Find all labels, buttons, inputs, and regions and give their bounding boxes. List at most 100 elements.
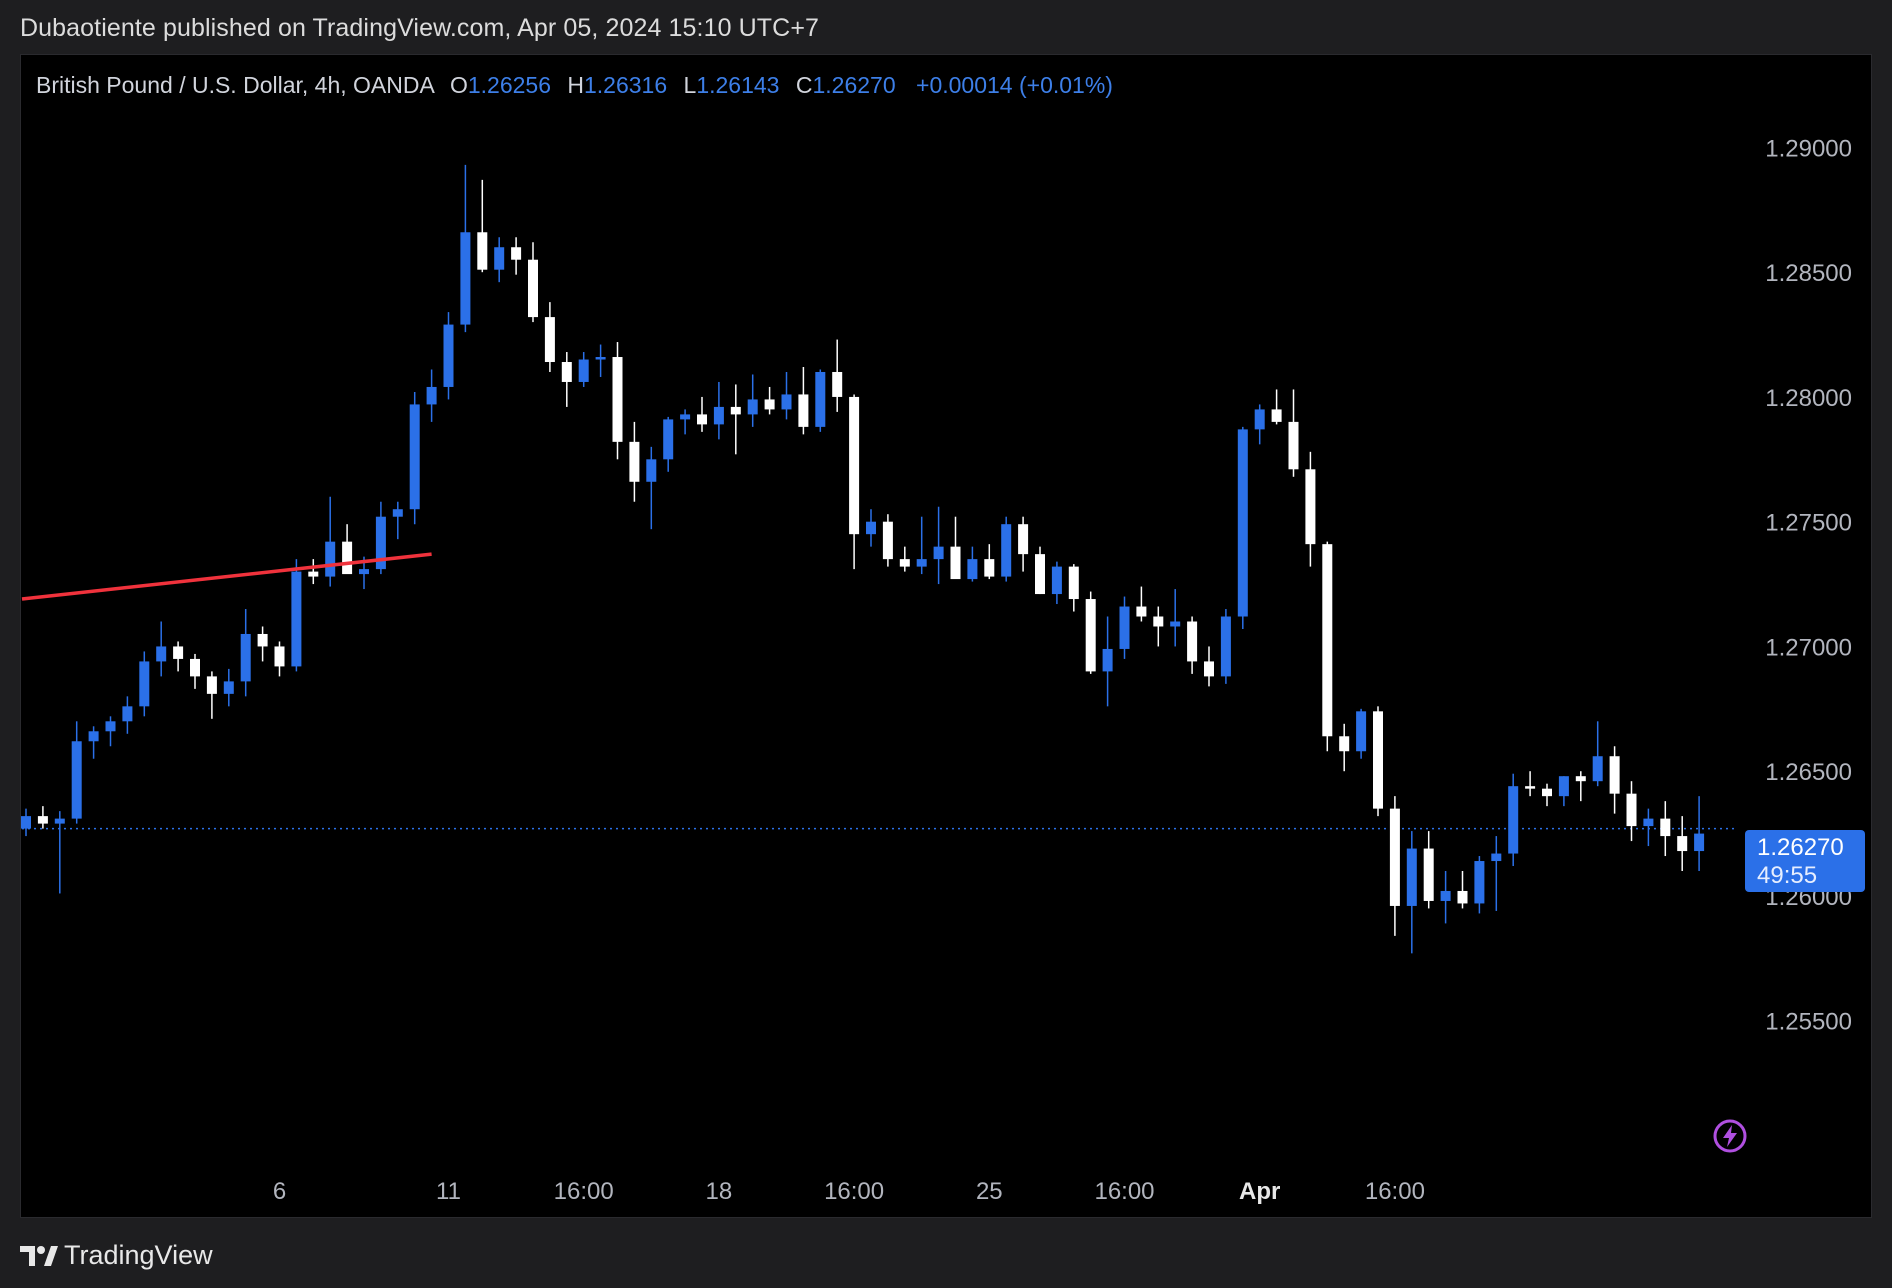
candle-body	[375, 516, 386, 570]
close-value: 1.26270	[812, 72, 896, 98]
candle-body	[950, 546, 961, 580]
candle-body	[629, 441, 640, 482]
candle-body	[1474, 861, 1485, 904]
symbol-name[interactable]: British Pound / U.S. Dollar, 4h, OANDA	[36, 72, 434, 98]
y-axis-tick-label: 1.29000	[1765, 135, 1852, 162]
candle-body	[1035, 554, 1045, 595]
candle-body	[511, 247, 522, 260]
candle-body	[1119, 606, 1130, 649]
trendline	[21, 552, 432, 601]
candle-body	[866, 521, 876, 535]
x-axis-tick-label: 16:00	[824, 1178, 884, 1205]
candle-body	[1220, 616, 1231, 677]
candle-body	[1457, 890, 1468, 904]
candle-body	[71, 741, 82, 819]
open-label: O	[449, 72, 468, 98]
candle-body	[680, 414, 691, 420]
candle-body	[1068, 566, 1079, 600]
candle-body	[1592, 756, 1603, 782]
candle-body	[1491, 853, 1502, 862]
candle-body	[1102, 648, 1113, 672]
candle-body	[1271, 409, 1282, 422]
x-axis-tick-label: 25	[976, 1178, 1003, 1205]
current-price-badge: 1.26270 49:55	[1745, 830, 1865, 892]
candle-body	[1085, 599, 1096, 672]
high-value: 1.26316	[584, 72, 668, 98]
candle-body	[798, 394, 809, 427]
candle-body	[105, 721, 116, 732]
candle-body	[1254, 409, 1265, 430]
candle-body	[460, 232, 471, 325]
candle-body	[528, 259, 538, 318]
y-axis-tick-label: 1.25500	[1765, 1009, 1852, 1036]
candle-body	[1153, 616, 1164, 627]
candle-body	[1423, 848, 1434, 901]
candle-body	[612, 357, 623, 442]
candle-body	[1440, 890, 1451, 901]
candle-body	[37, 816, 48, 824]
low-label: L	[683, 72, 697, 98]
candle-body	[1406, 848, 1417, 906]
y-axis-tick-label: 1.27000	[1765, 634, 1852, 661]
candle-body	[156, 646, 167, 662]
candle-body	[392, 509, 403, 517]
candle-body	[494, 247, 505, 270]
open-value: 1.26256	[467, 72, 551, 98]
candle-body	[240, 633, 251, 682]
candle-body	[21, 816, 31, 829]
candle-body	[967, 559, 978, 580]
x-axis-tick-label: 6	[273, 1178, 286, 1205]
candle-body	[1660, 818, 1671, 837]
x-axis-tick-label: 18	[706, 1178, 733, 1205]
candle-body	[1136, 606, 1147, 617]
x-axis-tick-label: 16:00	[1365, 1178, 1425, 1205]
candle-body	[1018, 524, 1029, 555]
candle-body	[173, 646, 184, 659]
candle-body	[1001, 524, 1012, 577]
candle-body	[781, 394, 792, 410]
candle-body	[1626, 793, 1637, 827]
candle-body	[443, 324, 454, 387]
tradingview-brand[interactable]: TradingView	[20, 1240, 213, 1271]
candle-body	[1389, 808, 1400, 906]
x-axis-tick-label: Apr	[1239, 1178, 1280, 1205]
candle-body	[122, 706, 133, 722]
candle-body	[257, 633, 268, 647]
candle-body	[190, 658, 200, 677]
lightning-bolt-icon[interactable]	[1712, 1118, 1748, 1154]
candle-body	[882, 521, 893, 560]
candle-body	[1237, 429, 1248, 617]
candle-body	[1339, 736, 1350, 752]
candle-body	[426, 386, 437, 405]
x-axis-tick-label: 16:00	[554, 1178, 614, 1205]
candle-body	[663, 419, 674, 460]
candle-body	[544, 317, 555, 363]
current-price-value: 1.26270	[1757, 834, 1844, 861]
candle-body	[1373, 711, 1383, 809]
candle-body	[1322, 544, 1333, 737]
candle-body	[933, 546, 944, 560]
candle-body	[206, 676, 217, 694]
y-axis-tick-label: 1.28500	[1765, 260, 1852, 287]
chart-panel[interactable]	[20, 54, 1872, 1218]
candle-body	[1677, 836, 1688, 852]
candle-body	[1694, 833, 1705, 852]
candle-body	[325, 541, 336, 577]
candle-body	[88, 731, 99, 742]
x-axis-tick-label: 16:00	[1094, 1178, 1154, 1205]
candle-body	[1305, 469, 1316, 545]
low-value: 1.26143	[696, 72, 780, 98]
y-axis-tick-label: 1.28000	[1765, 385, 1852, 412]
symbol-legend[interactable]: British Pound / U.S. Dollar, 4h, OANDA O…	[36, 72, 1113, 99]
publisher-info: Dubaotiente published on TradingView.com…	[20, 14, 820, 42]
candle-body	[54, 818, 65, 824]
close-label: C	[795, 72, 813, 98]
candle-body	[815, 371, 826, 427]
brand-name: TradingView	[64, 1240, 213, 1270]
candle-body	[849, 396, 860, 535]
candle-body	[274, 646, 285, 667]
candle-body	[916, 559, 927, 567]
candle-body	[1575, 776, 1586, 782]
x-axis-tick-label: 11	[436, 1178, 461, 1205]
